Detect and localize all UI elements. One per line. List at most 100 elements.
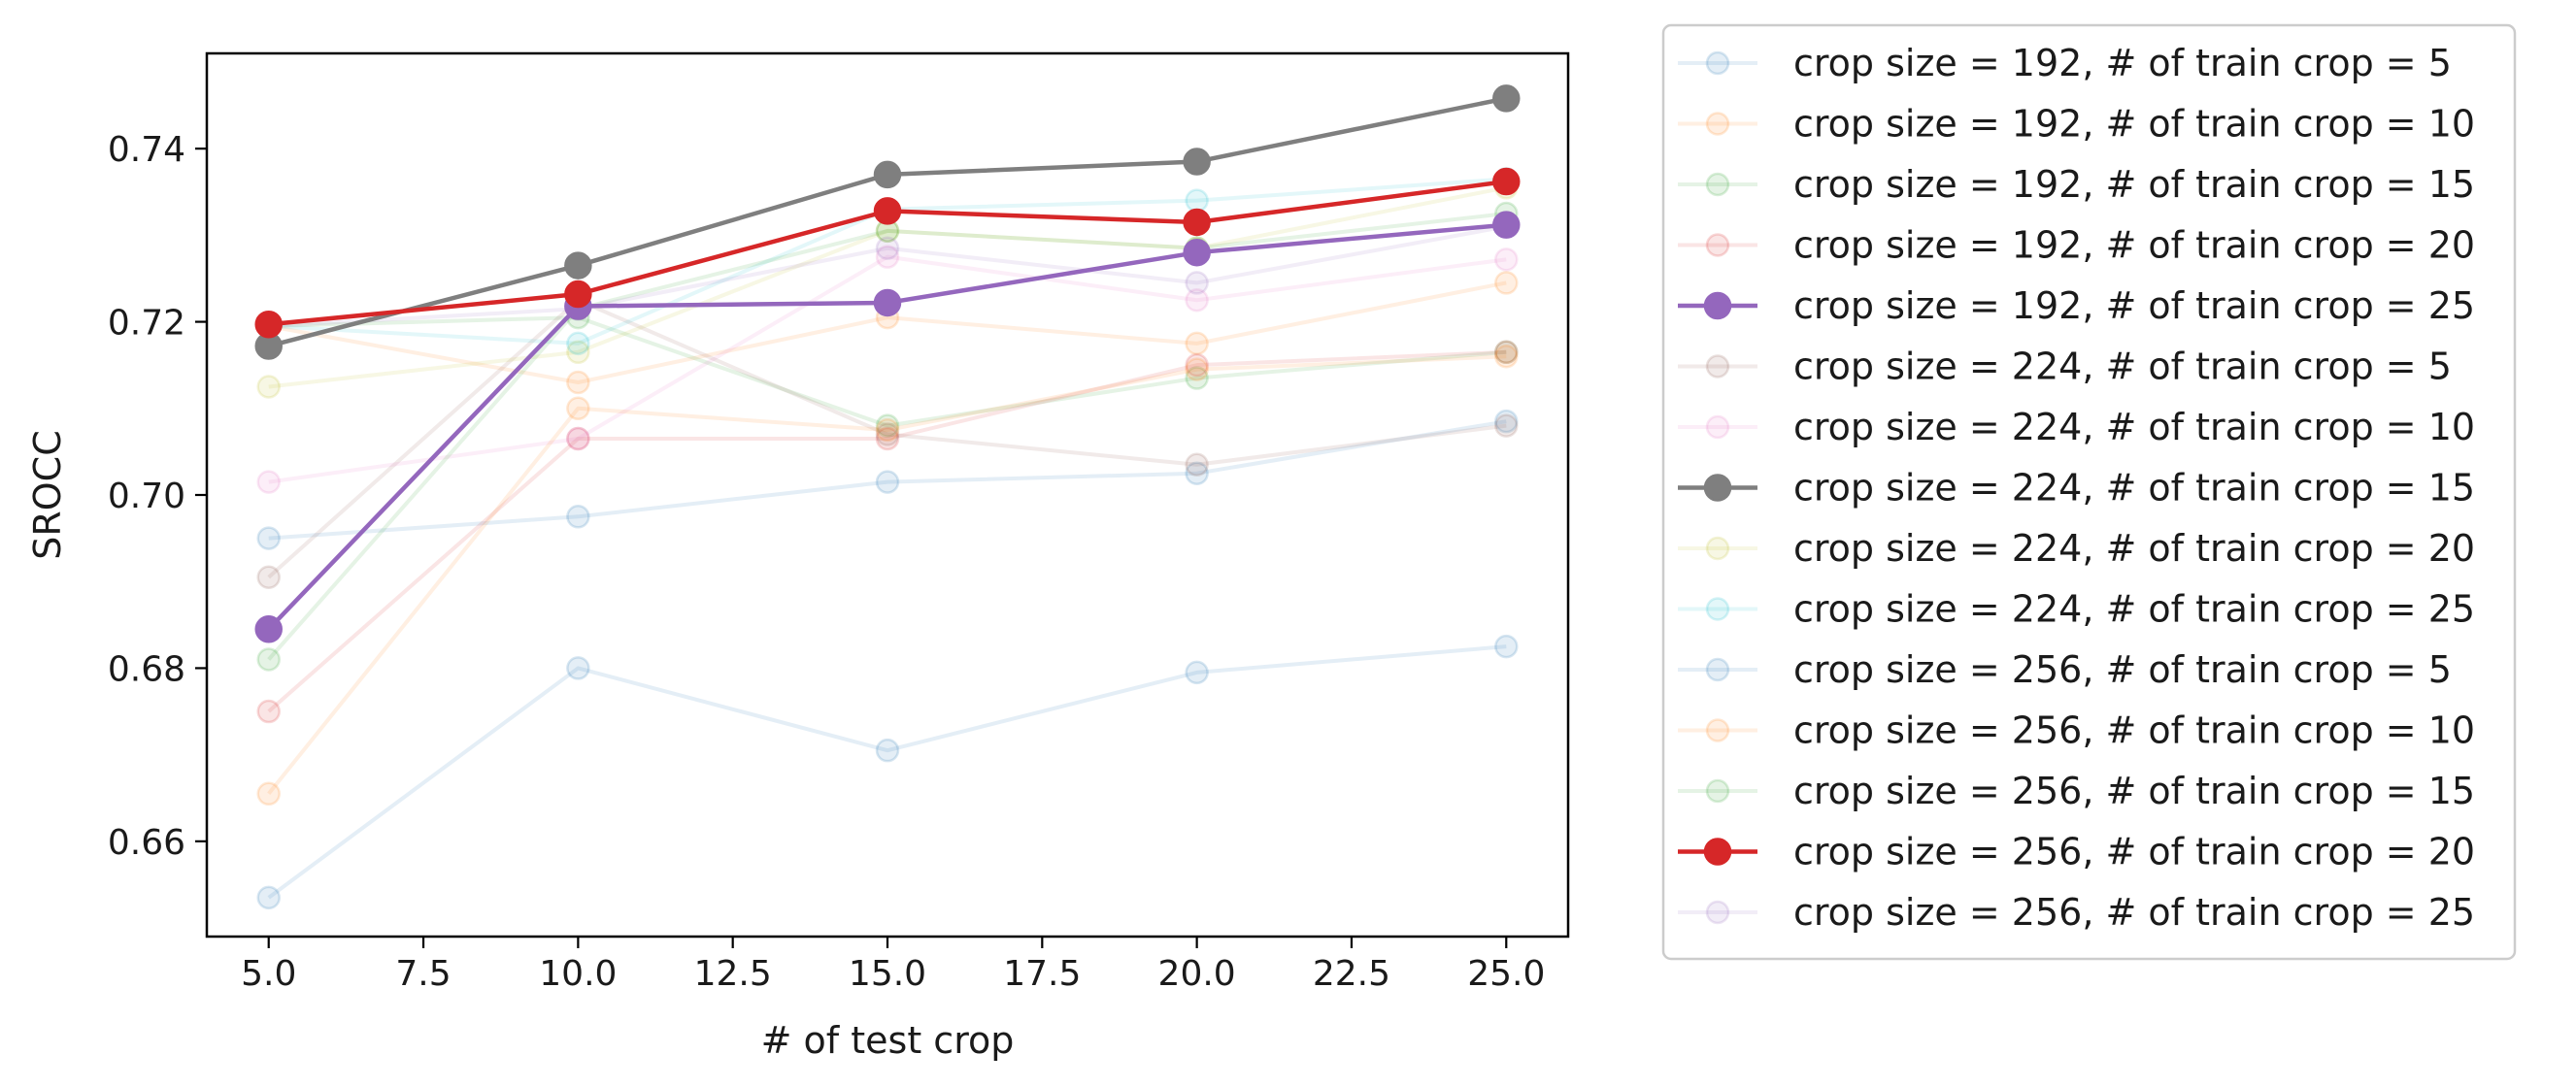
legend-entry: crop size = 192, # of train crop = 25: [1678, 284, 2475, 327]
data-point: [873, 160, 902, 189]
data-point: [566, 426, 590, 451]
x-tick-label: 20.0: [1158, 954, 1236, 994]
legend-entry: crop size = 192, # of train crop = 5: [1678, 42, 2452, 84]
data-point: [1185, 271, 1209, 295]
legend-marker-swatch: [1705, 414, 1730, 440]
data-point: [1494, 340, 1519, 365]
data-point: [1494, 340, 1519, 365]
series-line: [267, 354, 1507, 796]
data-point: [875, 417, 900, 443]
legend-entries: crop size = 192, # of train crop = 5 crop…: [1678, 42, 2475, 934]
data-point: [1492, 211, 1521, 239]
data-point: [875, 426, 900, 451]
data-point: [875, 422, 900, 446]
data-point: [256, 375, 281, 399]
legend-label: crop size = 192, # of train crop = 15: [1793, 163, 2475, 206]
legend-label: crop size = 224, # of train crop = 20: [1793, 527, 2475, 570]
data-point: [566, 370, 590, 395]
data-point: [254, 310, 283, 339]
legend-entry: crop size = 256, # of train crop = 20: [1678, 831, 2475, 873]
legend-label: crop size = 256, # of train crop = 5: [1793, 648, 2452, 691]
data-point: [1185, 366, 1209, 390]
data-point: [566, 656, 590, 680]
legend-label: crop size = 256, # of train crop = 10: [1793, 709, 2475, 752]
data-point: [1185, 357, 1209, 381]
x-tick-label: 10.0: [539, 954, 617, 994]
y-tick-label: 0.74: [108, 130, 185, 170]
data-point: [1494, 345, 1519, 369]
legend-label: crop size = 192, # of train crop = 10: [1793, 103, 2475, 146]
series-11: [256, 634, 1519, 910]
data-point: [256, 699, 281, 724]
legend-label: crop size = 192, # of train crop = 5: [1793, 42, 2452, 84]
data-point: [1185, 660, 1209, 685]
y-axis-tick-labels: 0.66 0.68 0.70 0.72 0.74: [108, 130, 185, 863]
data-point: [875, 413, 900, 438]
legend-entry: crop size = 256, # of train crop = 5: [1678, 648, 2452, 691]
legend-label: crop size = 256, # of train crop = 15: [1793, 770, 2475, 812]
legend: crop size = 192, # of train crop = 5 crop…: [1661, 23, 2517, 961]
series-14: [254, 167, 1521, 339]
data-point: [1494, 413, 1519, 438]
data-point: [256, 526, 281, 550]
legend-marker-swatch: [1703, 838, 1732, 866]
series-line: [268, 315, 1507, 428]
data-point: [1494, 247, 1519, 272]
data-point: [1185, 452, 1209, 478]
data-point: [564, 280, 592, 309]
data-point: [1494, 271, 1519, 295]
y-tick-label: 0.68: [108, 649, 185, 689]
legend-entry: crop size = 224, # of train crop = 20: [1678, 527, 2475, 570]
y-axis-label: SROCC: [26, 430, 69, 560]
series-8: [254, 84, 1521, 360]
x-axis-label: # of test crop: [761, 1019, 1015, 1062]
data-point: [566, 396, 590, 421]
data-point: [875, 738, 900, 763]
legend-marker-swatch: [1705, 354, 1730, 379]
data-point: [1494, 409, 1519, 434]
legend-label: crop size = 256, # of train crop = 20: [1793, 831, 2475, 873]
series-4: [256, 340, 1519, 724]
legend-entry: crop size = 224, # of train crop = 15: [1678, 467, 2475, 510]
legend-label: crop size = 224, # of train crop = 10: [1793, 406, 2475, 448]
data-point: [256, 565, 281, 590]
plot-area-series: [254, 84, 1521, 910]
data-point: [875, 236, 900, 260]
data-point: [256, 470, 281, 494]
x-axis-tick-labels: 5.0 7.5 10.0 12.5 15.0 17.5 20.0 22.5 25.0: [241, 954, 1545, 994]
legend-entry: crop size = 224, # of train crop = 10: [1678, 406, 2475, 448]
data-point: [1183, 208, 1211, 237]
series-7: [256, 245, 1519, 494]
series-line: [267, 644, 1507, 900]
data-point: [1185, 188, 1209, 213]
x-tick-label: 5.0: [241, 954, 296, 994]
data-point: [875, 245, 900, 269]
legend-frame: [1661, 23, 2517, 961]
data-point: [875, 470, 900, 494]
legend-entry: crop size = 192, # of train crop = 20: [1678, 224, 2475, 267]
legend-marker-swatch: [1705, 718, 1730, 742]
legend-marker-swatch: [1705, 233, 1730, 257]
x-tick-label: 12.5: [694, 954, 772, 994]
legend-label: crop size = 192, # of train crop = 20: [1793, 224, 2475, 267]
data-point: [254, 615, 283, 643]
plot-frame: [205, 51, 1570, 939]
data-point: [873, 288, 902, 317]
legend-marker-swatch: [1705, 172, 1730, 197]
data-point: [1185, 288, 1209, 313]
legend-entry: crop size = 256, # of train crop = 15: [1678, 770, 2475, 812]
data-point: [566, 426, 590, 451]
legend-label: crop size = 224, # of train crop = 15: [1793, 467, 2475, 510]
series-line: [268, 224, 1507, 329]
legend-marker-swatch: [1703, 474, 1732, 502]
data-point: [564, 251, 592, 280]
legend-marker-swatch: [1705, 112, 1730, 136]
data-point: [1492, 167, 1521, 196]
data-point: [1492, 84, 1521, 113]
data-point: [256, 781, 281, 807]
legend-label: crop size = 224, # of train crop = 25: [1793, 588, 2475, 631]
legend-entry: crop size = 192, # of train crop = 15: [1678, 163, 2475, 206]
series-1: [256, 409, 1519, 550]
legend-label: crop size = 224, # of train crop = 5: [1793, 346, 2452, 388]
